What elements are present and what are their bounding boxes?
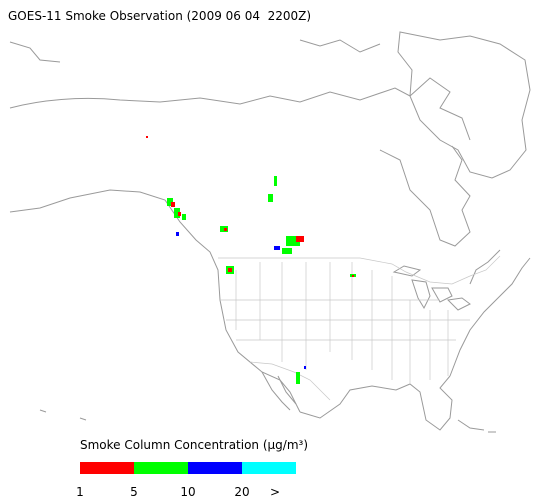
colorbar-tick-label: 20	[234, 485, 249, 499]
map-title: GOES-11 Smoke Observation (2009 06 04 22…	[8, 9, 311, 23]
smoke-pixels	[146, 136, 356, 384]
legend-label: Smoke Column Concentration (μg/m³)	[80, 438, 308, 452]
colorbar-tick-label: 1	[76, 485, 84, 499]
borders	[218, 255, 501, 401]
colorbar-overflow-label: >	[270, 485, 280, 499]
colorbar-segment	[134, 462, 188, 474]
colorbar: 1 5 10 20 >	[76, 462, 296, 499]
coastlines	[9, 31, 531, 433]
colorbar-segment	[242, 462, 296, 474]
colorbar-segment	[80, 462, 134, 474]
colorbar-tick-label: 10	[180, 485, 195, 499]
colorbar-tick-label: 5	[130, 485, 138, 499]
colorbar-segment	[188, 462, 242, 474]
